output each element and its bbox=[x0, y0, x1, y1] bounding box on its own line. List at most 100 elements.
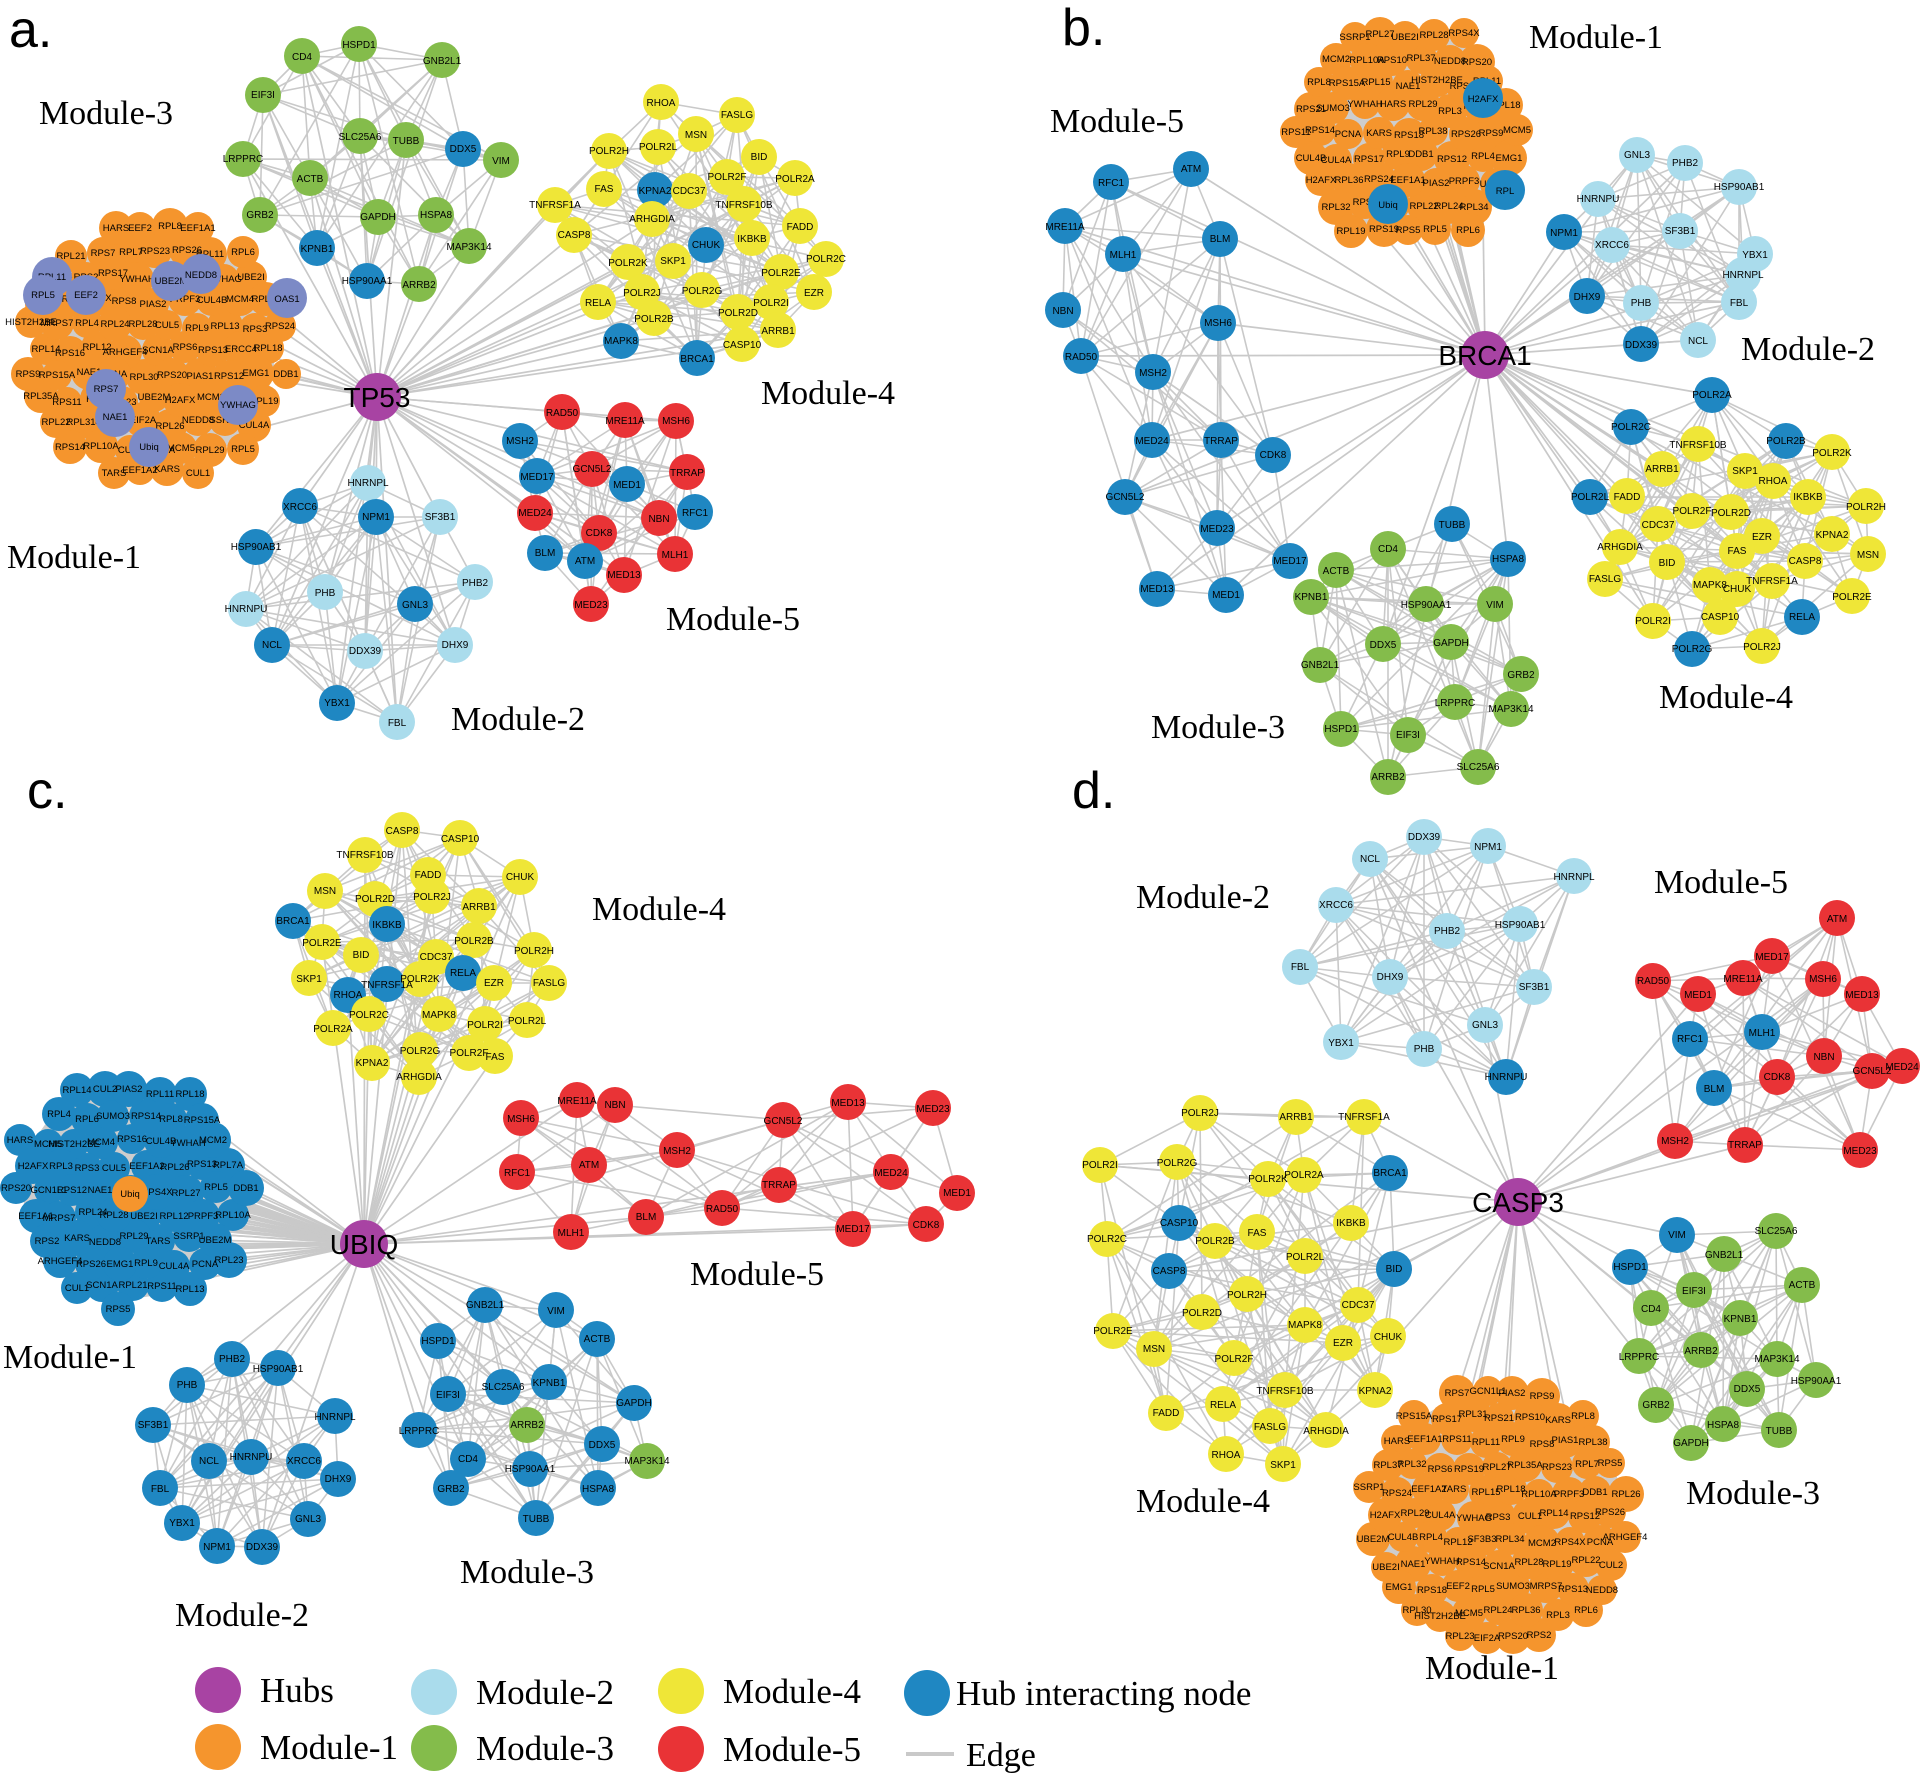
svg-text:POLR2G: POLR2G bbox=[1672, 644, 1713, 655]
svg-text:a.: a. bbox=[9, 1, 52, 59]
svg-text:TARS: TARS bbox=[102, 468, 127, 479]
svg-text:POLR2E: POLR2E bbox=[302, 938, 342, 949]
svg-text:TNFRSF10B: TNFRSF10B bbox=[715, 200, 773, 211]
svg-text:RPS5: RPS5 bbox=[1396, 225, 1421, 236]
svg-text:RPS13: RPS13 bbox=[198, 345, 228, 356]
svg-text:BID: BID bbox=[751, 152, 768, 163]
svg-text:SKP1: SKP1 bbox=[296, 974, 322, 985]
svg-text:RPS11: RPS11 bbox=[52, 397, 81, 408]
svg-text:KPNB1: KPNB1 bbox=[1295, 592, 1328, 603]
svg-text:RPL24: RPL24 bbox=[1434, 201, 1463, 212]
svg-text:MSN: MSN bbox=[1857, 550, 1879, 561]
svg-text:KARS: KARS bbox=[154, 464, 180, 475]
svg-text:H2AFX: H2AFX bbox=[1306, 175, 1337, 186]
svg-text:ARRB2: ARRB2 bbox=[1371, 772, 1405, 783]
svg-text:RPL8: RPL8 bbox=[158, 221, 182, 232]
svg-text:POLR2G: POLR2G bbox=[400, 1046, 441, 1057]
svg-text:RPS12: RPS12 bbox=[1437, 154, 1467, 165]
svg-text:Module-1: Module-1 bbox=[1529, 19, 1663, 56]
svg-text:POLR2G: POLR2G bbox=[682, 286, 723, 297]
svg-text:Module-1: Module-1 bbox=[3, 1339, 137, 1376]
svg-text:BID: BID bbox=[1386, 1264, 1403, 1275]
svg-text:CASP10: CASP10 bbox=[441, 834, 480, 845]
svg-text:RPS3: RPS3 bbox=[1450, 81, 1475, 92]
svg-text:FASLG: FASLG bbox=[1589, 574, 1621, 585]
svg-text:PIAS1: PIAS1 bbox=[1552, 1435, 1579, 1446]
svg-text:MSH2: MSH2 bbox=[1139, 368, 1167, 379]
svg-text:GCN1L1: GCN1L1 bbox=[31, 1185, 68, 1196]
svg-text:NPM1: NPM1 bbox=[362, 512, 390, 523]
svg-text:ARRB1: ARRB1 bbox=[1279, 1112, 1313, 1123]
svg-text:IKBKB: IKBKB bbox=[372, 920, 402, 931]
svg-text:RPS12: RPS12 bbox=[214, 371, 244, 382]
svg-text:RPL12: RPL12 bbox=[159, 1211, 188, 1222]
svg-text:MSH6: MSH6 bbox=[662, 416, 690, 427]
svg-text:GAPDH: GAPDH bbox=[1673, 1438, 1709, 1449]
svg-text:TNFRSF1A: TNFRSF1A bbox=[361, 980, 413, 991]
svg-text:MSN: MSN bbox=[314, 886, 336, 897]
svg-text:UBIQ: UBIQ bbox=[330, 1229, 398, 1260]
svg-text:POLR2J: POLR2J bbox=[1181, 1108, 1219, 1119]
svg-text:NBN: NBN bbox=[1813, 1052, 1834, 1063]
svg-text:SSRP1: SSRP1 bbox=[209, 415, 240, 426]
svg-text:TP53: TP53 bbox=[344, 382, 411, 413]
svg-text:MCM2: MCM2 bbox=[197, 392, 225, 403]
svg-text:RPL36: RPL36 bbox=[1511, 1605, 1540, 1616]
svg-text:LRPPRC: LRPPRC bbox=[1435, 698, 1476, 709]
svg-text:YBX1: YBX1 bbox=[324, 698, 350, 709]
svg-text:ATM: ATM bbox=[1181, 164, 1201, 175]
svg-text:HNRNPL: HNRNPL bbox=[314, 1412, 356, 1423]
svg-text:RPS26: RPS26 bbox=[1451, 129, 1481, 140]
svg-text:RPS26: RPS26 bbox=[1595, 1507, 1625, 1518]
svg-text:FAS: FAS bbox=[1728, 546, 1747, 557]
svg-text:RPL29: RPL29 bbox=[195, 445, 224, 456]
svg-text:MSH6: MSH6 bbox=[1809, 974, 1837, 985]
svg-text:MCM5: MCM5 bbox=[167, 443, 195, 454]
svg-text:RPL14: RPL14 bbox=[1539, 1508, 1568, 1519]
svg-text:POLR2H: POLR2H bbox=[1846, 502, 1886, 513]
svg-text:HSP90AB1: HSP90AB1 bbox=[253, 1364, 304, 1375]
svg-text:RPS7: RPS7 bbox=[94, 384, 119, 395]
svg-text:SF3B1: SF3B1 bbox=[425, 512, 456, 523]
svg-text:NCL: NCL bbox=[1688, 336, 1708, 347]
svg-text:EZR: EZR bbox=[1333, 1338, 1353, 1349]
svg-text:POLR2D: POLR2D bbox=[718, 308, 758, 319]
svg-text:RPS9: RPS9 bbox=[1530, 1391, 1555, 1402]
svg-text:HSPA8: HSPA8 bbox=[1707, 1420, 1739, 1431]
svg-text:ARRB1: ARRB1 bbox=[462, 902, 496, 913]
svg-text:RFC1: RFC1 bbox=[682, 508, 709, 519]
svg-text:NBN: NBN bbox=[1052, 306, 1073, 317]
svg-text:RPL10A: RPL10A bbox=[1349, 55, 1385, 66]
svg-text:H2AFX: H2AFX bbox=[18, 1161, 49, 1172]
svg-text:RPS21: RPS21 bbox=[1296, 104, 1326, 115]
svg-text:RELA: RELA bbox=[1789, 612, 1815, 623]
svg-text:RPS6: RPS6 bbox=[1428, 1464, 1453, 1475]
svg-text:RPS26: RPS26 bbox=[172, 245, 202, 256]
svg-text:FADD: FADD bbox=[1614, 492, 1641, 503]
svg-text:RPS15A: RPS15A bbox=[39, 370, 76, 381]
svg-text:SLC25A6: SLC25A6 bbox=[482, 1382, 525, 1393]
svg-text:BLM: BLM bbox=[636, 1212, 657, 1223]
svg-text:Ubiq: Ubiq bbox=[120, 1189, 140, 1200]
svg-text:FASLG: FASLG bbox=[721, 110, 753, 121]
svg-text:FASLG: FASLG bbox=[533, 978, 565, 989]
svg-text:IKBKB: IKBKB bbox=[737, 234, 767, 245]
svg-text:RPS16: RPS16 bbox=[55, 348, 85, 359]
svg-text:ACTB: ACTB bbox=[1323, 566, 1350, 577]
svg-text:YBX1: YBX1 bbox=[1328, 1038, 1354, 1049]
svg-text:PCNA: PCNA bbox=[192, 1259, 219, 1270]
svg-text:MSN: MSN bbox=[1143, 1344, 1165, 1355]
svg-text:RPS13: RPS13 bbox=[187, 1159, 217, 1170]
svg-text:BRCA1: BRCA1 bbox=[276, 916, 310, 927]
svg-text:CDK8: CDK8 bbox=[1260, 450, 1287, 461]
svg-text:RPS14: RPS14 bbox=[55, 442, 85, 453]
svg-text:EMG1: EMG1 bbox=[1386, 1582, 1413, 1593]
svg-text:RPL28: RPL28 bbox=[99, 1210, 128, 1221]
svg-text:RPL6: RPL6 bbox=[1574, 1605, 1598, 1616]
svg-text:EIF3I: EIF3I bbox=[1396, 730, 1420, 741]
svg-text:FBL: FBL bbox=[1291, 962, 1310, 973]
svg-text:PRPF3: PRPF3 bbox=[188, 1211, 219, 1222]
svg-text:PCNA: PCNA bbox=[1587, 1537, 1614, 1548]
svg-text:MCM5: MCM5 bbox=[34, 1139, 62, 1150]
svg-text:RPL15: RPL15 bbox=[1361, 77, 1390, 88]
